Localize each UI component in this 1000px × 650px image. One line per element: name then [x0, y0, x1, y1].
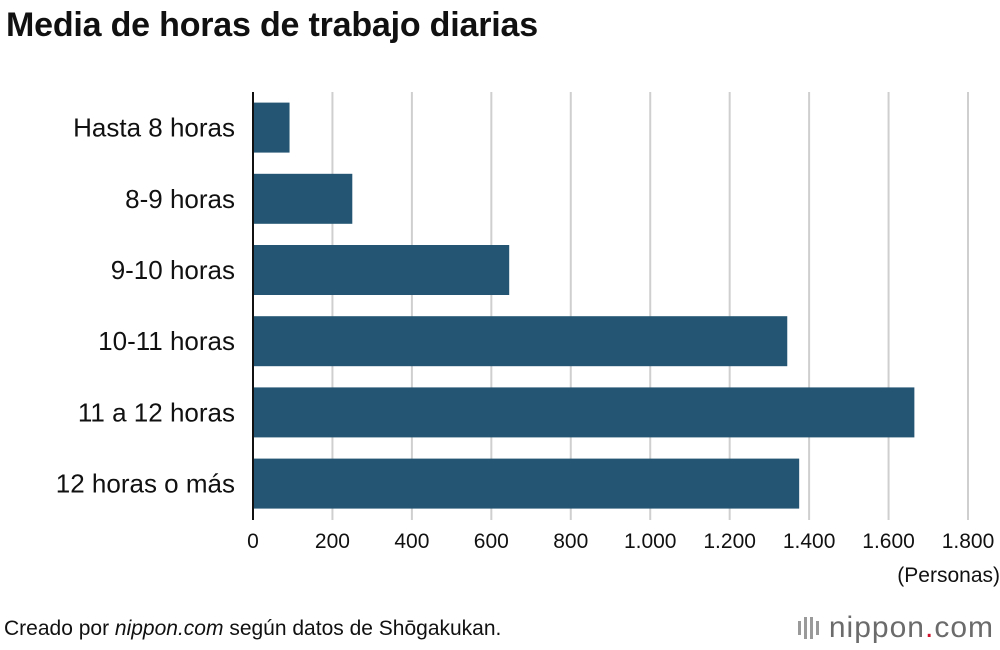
category-label: 12 horas o más [56, 469, 235, 499]
nippon-logo-bars-icon [797, 617, 819, 639]
category-labels: Hasta 8 horas 8-9 horas 9-10 horas 10-11 ho… [56, 113, 235, 499]
bar [253, 316, 788, 367]
logo-name: nippon [828, 611, 925, 644]
bar [253, 458, 800, 509]
x-tick-label: 1.800 [942, 530, 995, 553]
bar [253, 245, 510, 295]
bar [253, 102, 290, 153]
nippon-logo: nippon.com [797, 611, 994, 645]
logo-tld: com [934, 611, 994, 644]
category-label: Hasta 8 horas [73, 113, 235, 143]
category-label: 8-9 horas [125, 184, 235, 214]
category-label: 11 a 12 horas [78, 397, 235, 427]
source-site: nippon.com [114, 617, 224, 640]
chart-title: Media de horas de trabajo diarias [6, 6, 538, 44]
bars [253, 102, 915, 509]
x-tick-label: 1.400 [783, 530, 836, 553]
x-tick-label: 600 [474, 530, 509, 553]
x-tick-label: 1.600 [862, 530, 915, 553]
logo-dot: . [924, 611, 935, 644]
category-label: 9-10 horas [111, 255, 235, 285]
x-tick-label: 0 [247, 530, 259, 553]
category-label: 10-11 horas [98, 326, 235, 356]
source-suffix: según datos de Shōgakukan. [223, 617, 502, 640]
bar [253, 387, 915, 438]
source-note: Creado por nippon.com según datos de Shō… [4, 617, 501, 641]
source-prefix: Creado por [4, 617, 115, 640]
x-tick-label: 1.200 [703, 530, 756, 553]
logo-wordmark: nippon.com [829, 611, 994, 645]
bar [253, 173, 353, 224]
x-tick-label: 200 [315, 530, 350, 553]
x-tick-label: 1.000 [624, 530, 677, 553]
gridlines [331, 92, 969, 520]
x-axis-unit-label: (Personas) [897, 564, 1000, 587]
x-tick-label: 800 [553, 530, 588, 553]
bar-chart: Hasta 8 horas 8-9 horas 9-10 horas 10-11 ho… [56, 92, 1000, 587]
tick-labels: 0 200 400 600 800 1.000 1.200 1.400 1.600 1.800 [247, 530, 994, 553]
x-tick-label: 400 [394, 530, 429, 553]
